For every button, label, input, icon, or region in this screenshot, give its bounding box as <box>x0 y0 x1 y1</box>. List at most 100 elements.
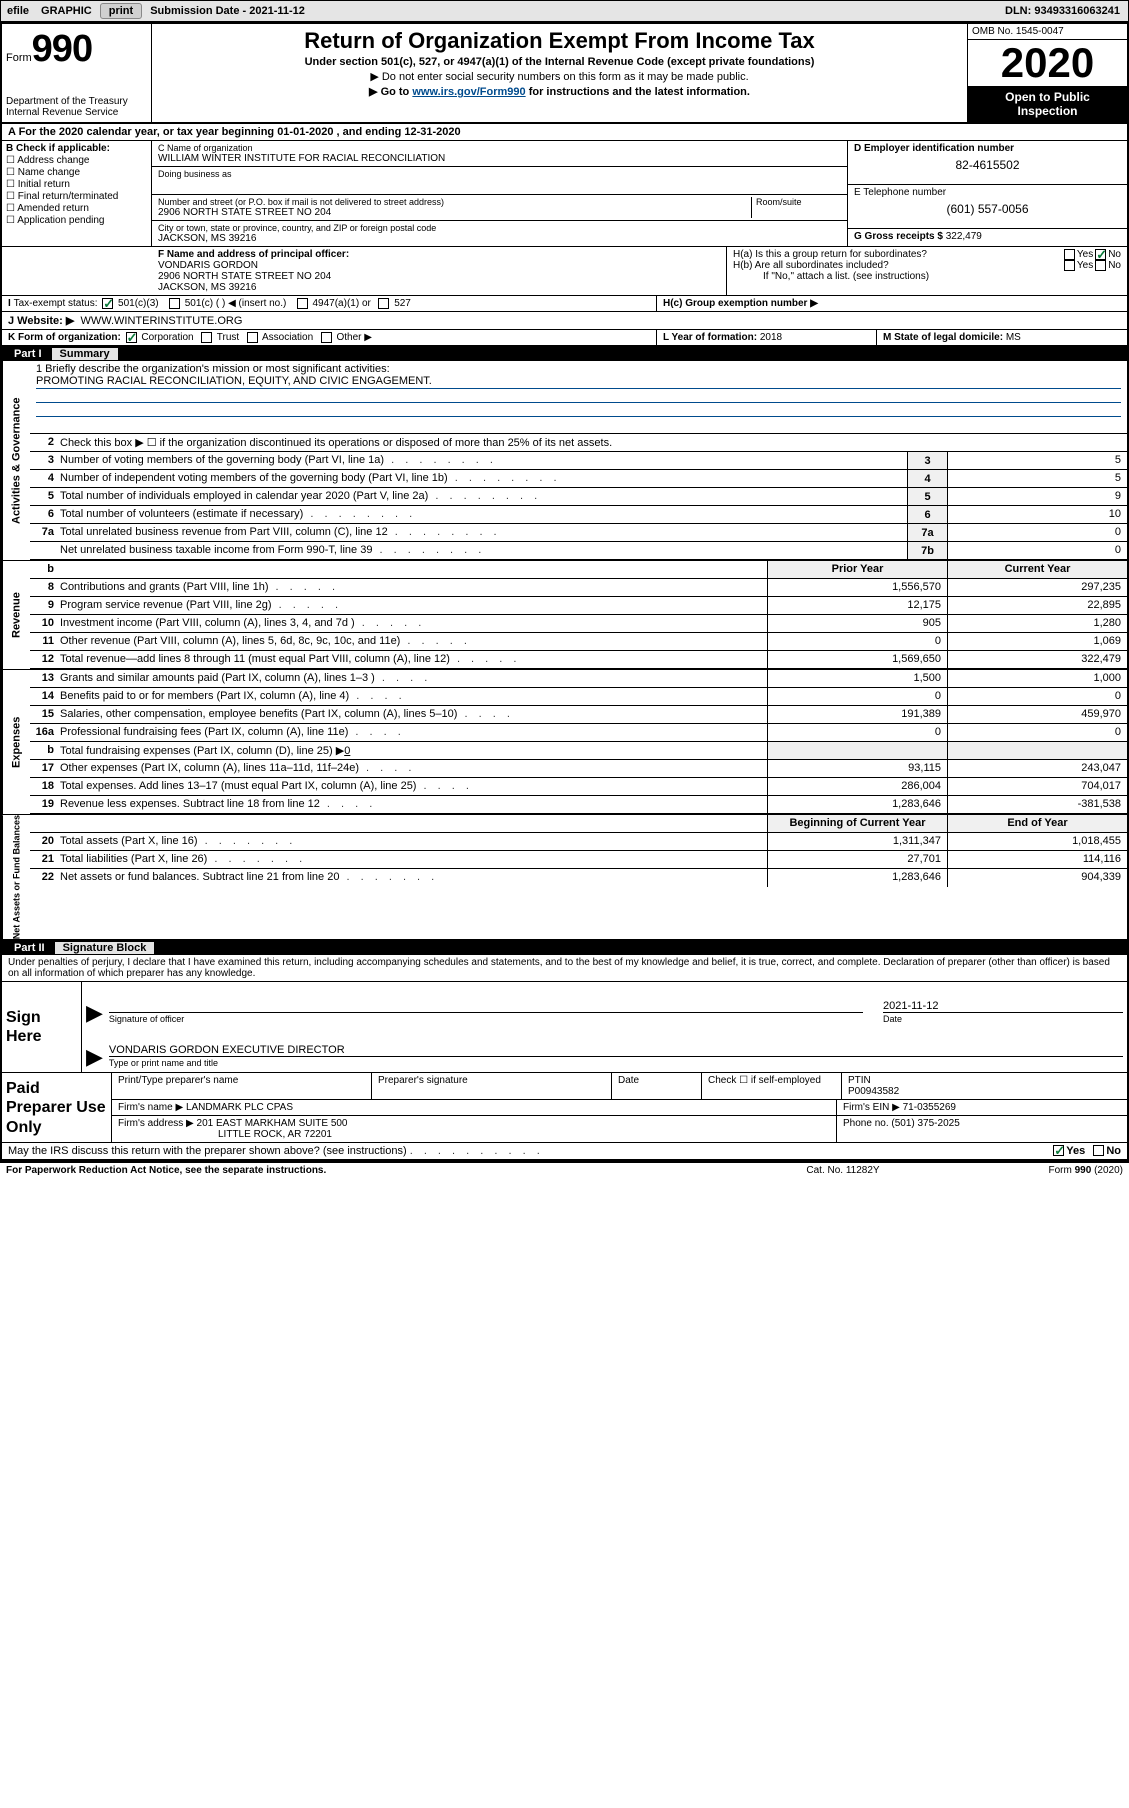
prior-value: 27,701 <box>767 851 947 868</box>
row-klm: K Form of organization: Corporation Trus… <box>2 330 1127 347</box>
prior-value: 1,500 <box>767 670 947 687</box>
page-footer: For Paperwork Reduction Act Notice, see … <box>0 1163 1129 1178</box>
hb-no-checkbox[interactable] <box>1095 260 1106 271</box>
chk-amended[interactable]: ☐ Amended return <box>6 203 147 214</box>
line-box: 4 <box>907 470 947 487</box>
prior-value: 0 <box>767 724 947 741</box>
mission-box: 1 Briefly describe the organization's mi… <box>30 361 1127 434</box>
summary-line: 4 Number of independent voting members o… <box>30 470 1127 488</box>
form-subtitle-1: Under section 501(c), 527, or 4947(a)(1)… <box>160 56 959 68</box>
expense-line: 15 Salaries, other compensation, employe… <box>30 706 1127 724</box>
efile-label: efile <box>1 5 35 17</box>
prior-value: 286,004 <box>767 778 947 795</box>
line-box: 7a <box>907 524 947 541</box>
org-name-label: C Name of organization <box>158 143 841 153</box>
prior-value: 0 <box>767 633 947 650</box>
discuss-yes-checkbox[interactable] <box>1053 1145 1064 1156</box>
form-number: 990 <box>32 28 92 70</box>
chk-final-return[interactable]: ☐ Final return/terminated <box>6 191 147 202</box>
sign-here-label: Sign Here <box>2 982 82 1072</box>
line-value: 0 <box>947 524 1127 541</box>
current-value: 22,895 <box>947 597 1127 614</box>
k-other-checkbox[interactable] <box>321 332 332 343</box>
omb-number: OMB No. 1545-0047 <box>968 24 1127 40</box>
revenue-header: b Prior Year Current Year <box>30 561 1127 579</box>
discuss-no-checkbox[interactable] <box>1093 1145 1104 1156</box>
line-16b: b Total fundraising expenses (Part IX, c… <box>30 742 1127 760</box>
dept-label: Department of the Treasury <box>6 96 147 107</box>
irs-link[interactable]: www.irs.gov/Form990 <box>412 86 525 98</box>
discuss-row: May the IRS discuss this return with the… <box>2 1143 1127 1161</box>
firm-name: LANDMARK PLC CPAS <box>186 1102 293 1113</box>
org-name: WILLIAM WINTER INSTITUTE FOR RACIAL RECO… <box>158 153 841 164</box>
i-501c3-checkbox[interactable] <box>102 298 113 309</box>
k-trust-checkbox[interactable] <box>201 332 212 343</box>
line-box: 6 <box>907 506 947 523</box>
room-label: Room/suite <box>756 197 802 207</box>
header-left: Form990 Department of the Treasury Inter… <box>2 24 152 122</box>
ha-yes-checkbox[interactable] <box>1064 249 1075 260</box>
current-value: 322,479 <box>947 651 1127 668</box>
officer-print-label: Type or print name and title <box>109 1056 1123 1068</box>
hb-yes-checkbox[interactable] <box>1064 260 1075 271</box>
current-value: 114,116 <box>947 851 1127 868</box>
current-value: 0 <box>947 688 1127 705</box>
officer-name: VONDARIS GORDON <box>158 260 258 271</box>
prep-h4: Check ☐ if self-employed <box>702 1073 842 1099</box>
firm-ein: 71-0355269 <box>903 1102 956 1113</box>
section-governance: Activities & Governance 1 Briefly descri… <box>2 361 1127 561</box>
website-value: WWW.WINTERINSTITUTE.ORG <box>80 315 242 327</box>
prior-value: 1,556,570 <box>767 579 947 596</box>
k-corp-checkbox[interactable] <box>126 332 137 343</box>
col-end: End of Year <box>947 815 1127 832</box>
expense-line: 14 Benefits paid to or for members (Part… <box>30 688 1127 706</box>
form-990: Form990 Department of the Treasury Inter… <box>0 22 1129 1163</box>
officer-addr1: 2906 NORTH STATE STREET NO 204 <box>158 271 331 282</box>
box-l: L Year of formation: 2018 <box>657 330 877 345</box>
mission-q: 1 Briefly describe the organization's mi… <box>36 363 1121 375</box>
print-button[interactable]: print <box>100 3 142 19</box>
line-value: 9 <box>947 488 1127 505</box>
box-k: K Form of organization: Corporation Trus… <box>2 330 657 345</box>
line-value: 5 <box>947 452 1127 469</box>
current-value: 1,000 <box>947 670 1127 687</box>
line-16b-value: 0 <box>344 745 350 757</box>
i-527-checkbox[interactable] <box>378 298 389 309</box>
sign-here-block: Sign Here ▶ Signature of officer 2021-11… <box>2 982 1127 1073</box>
current-value: 297,235 <box>947 579 1127 596</box>
sig-date: 2021-11-12 <box>883 1000 1123 1012</box>
form-title: Return of Organization Exempt From Incom… <box>160 28 959 54</box>
block-bcd: B Check if applicable: ☐ Address change … <box>2 141 1127 247</box>
addr-value: 2906 NORTH STATE STREET NO 204 <box>158 207 751 218</box>
gross-label: G Gross receipts $ <box>854 231 946 242</box>
box-m: M State of legal domicile: MS <box>877 330 1127 345</box>
prior-value: 1,569,650 <box>767 651 947 668</box>
chk-name-change[interactable]: ☐ Name change <box>6 167 147 178</box>
line-box: 5 <box>907 488 947 505</box>
chk-address-change[interactable]: ☐ Address change <box>6 155 147 166</box>
officer-print-name: VONDARIS GORDON EXECUTIVE DIRECTOR <box>109 1044 1123 1056</box>
box-b: B Check if applicable: ☐ Address change … <box>2 141 152 246</box>
paid-preparer-block: Paid Preparer Use Only Print/Type prepar… <box>2 1073 1127 1143</box>
prior-value: 12,175 <box>767 597 947 614</box>
part-i-header: Part I Summary <box>2 347 1127 361</box>
summary-line: 7a Total unrelated business revenue from… <box>30 524 1127 542</box>
ha-no-checkbox[interactable] <box>1095 249 1106 260</box>
prep-h2: Preparer's signature <box>372 1073 612 1099</box>
i-501c-checkbox[interactable] <box>169 298 180 309</box>
form-header: Form990 Department of the Treasury Inter… <box>2 24 1127 124</box>
current-value: -381,538 <box>947 796 1127 813</box>
city-label: City or town, state or province, country… <box>158 223 841 233</box>
side-expenses: Expenses <box>2 670 30 814</box>
k-assoc-checkbox[interactable] <box>247 332 258 343</box>
section-netassets: Net Assets or Fund Balances Beginning of… <box>2 815 1127 941</box>
revenue-line: 11 Other revenue (Part VIII, column (A),… <box>30 633 1127 651</box>
discuss-q: May the IRS discuss this return with the… <box>8 1145 1051 1157</box>
chk-app-pending[interactable]: ☐ Application pending <box>6 215 147 226</box>
chk-initial-return[interactable]: ☐ Initial return <box>6 179 147 190</box>
form-subtitle-3: ▶ Go to www.irs.gov/Form990 for instruct… <box>160 85 959 98</box>
line-box: 3 <box>907 452 947 469</box>
i-4947-checkbox[interactable] <box>297 298 308 309</box>
irs-label: Internal Revenue Service <box>6 107 147 118</box>
hb-note: If "No," attach a list. (see instruction… <box>733 271 1121 282</box>
